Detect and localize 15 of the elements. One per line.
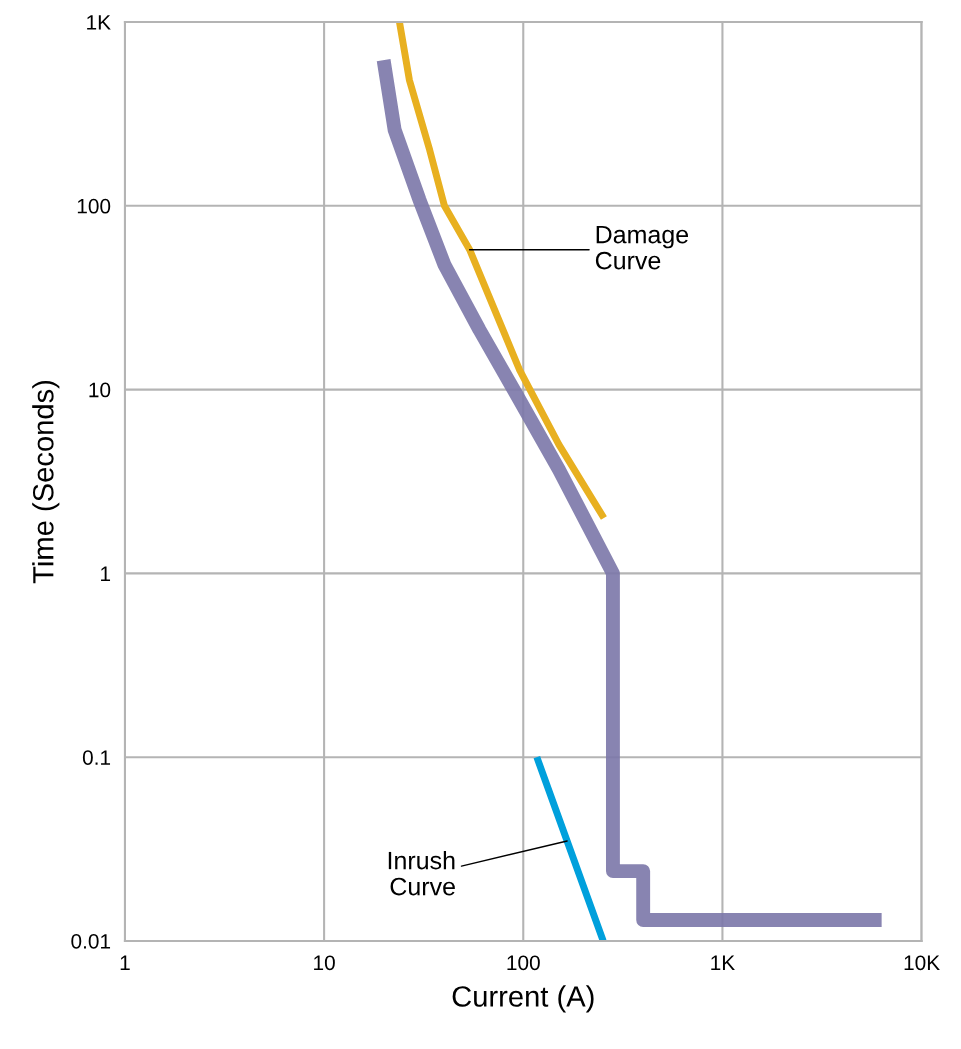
x-axis-title: Current (A) bbox=[452, 985, 594, 1013]
y-tick-label: 1K bbox=[87, 15, 111, 30]
x-tick-label: 100 bbox=[507, 955, 540, 971]
x-tick-label: 10 bbox=[314, 955, 335, 971]
x-tick-label: 1 bbox=[120, 955, 130, 970]
annotation: Inrush Curve bbox=[388, 851, 455, 896]
y-tick-label: 0.01 bbox=[71, 933, 111, 949]
y-tick-label: 10 bbox=[89, 382, 111, 398]
x-tick-label: 10K bbox=[904, 955, 940, 971]
y-axis-title: Time (Seconds) bbox=[32, 380, 60, 584]
y-tick-label: 1 bbox=[101, 566, 111, 581]
y-tick-label: 0.1 bbox=[82, 750, 111, 765]
y-tick-label: 100 bbox=[77, 198, 111, 214]
annotation: Damage Curve bbox=[595, 225, 689, 270]
x-tick-label: 1K bbox=[711, 955, 735, 970]
